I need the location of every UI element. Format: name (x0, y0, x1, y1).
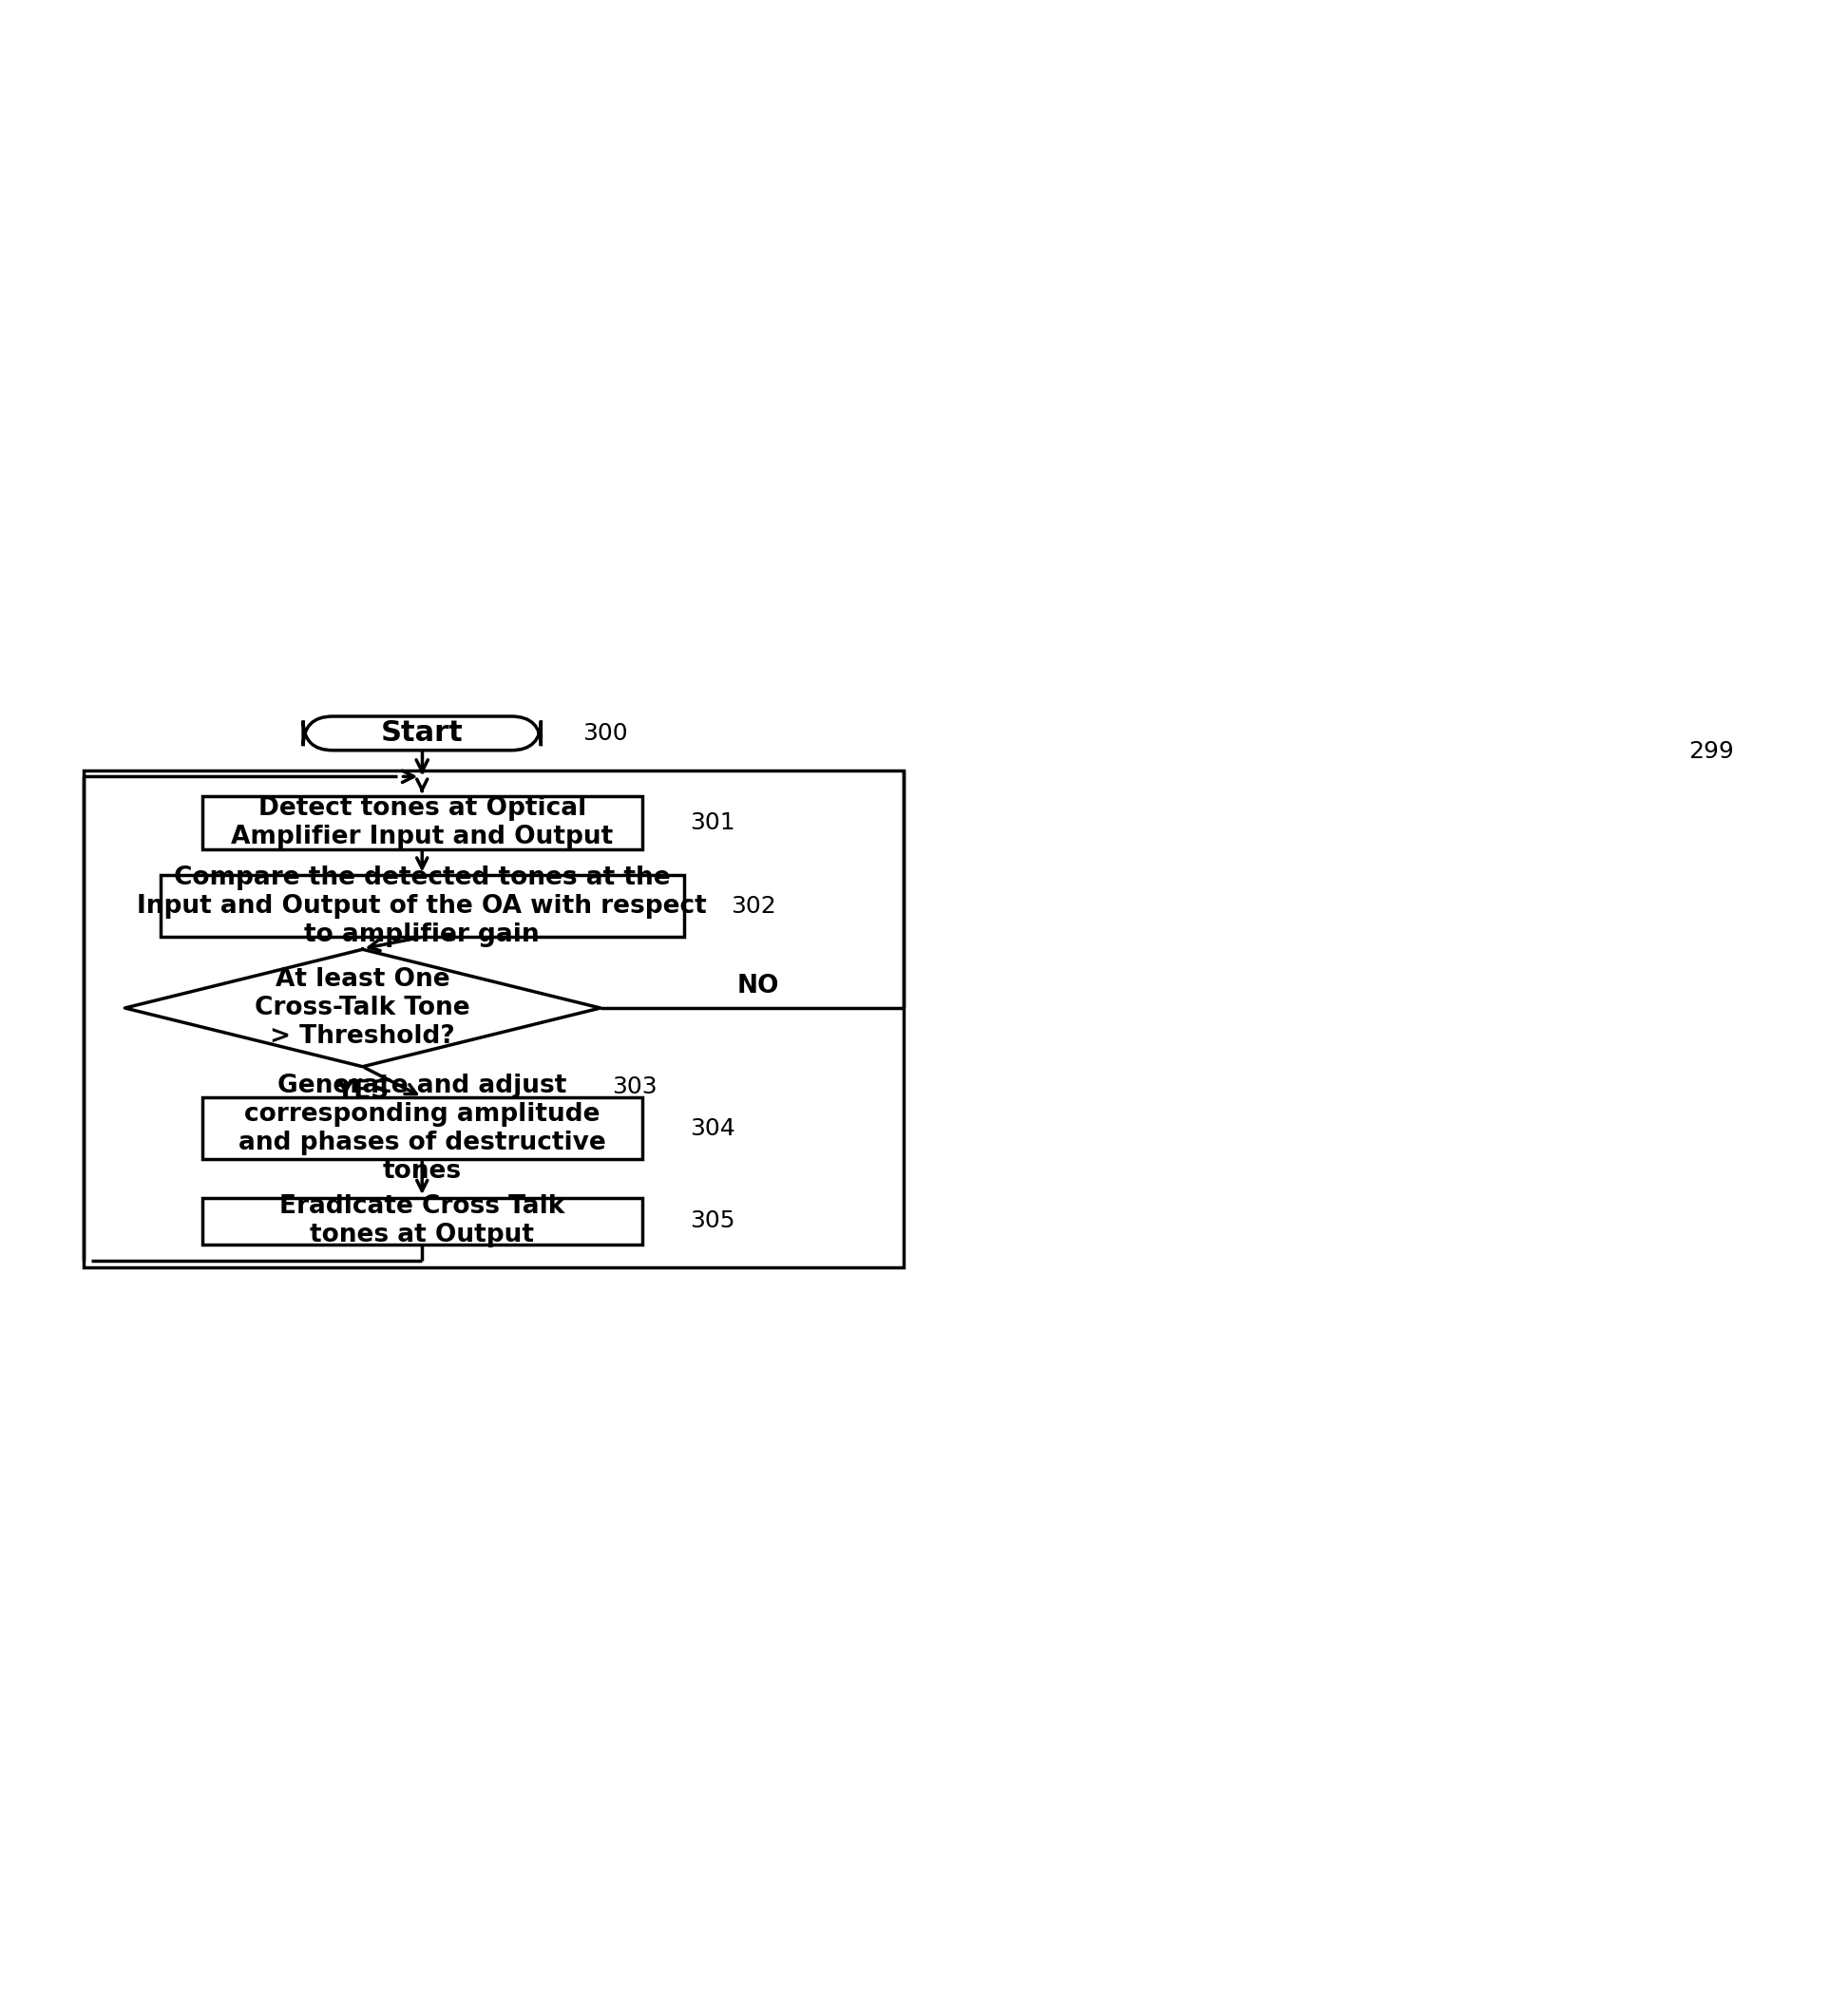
Text: Eradicate Cross Talk
tones at Output: Eradicate Cross Talk tones at Output (280, 1193, 565, 1248)
Text: YES: YES (337, 1079, 390, 1103)
Bar (201, 1198, 642, 1244)
Bar (161, 875, 684, 937)
Text: 303: 303 (613, 1077, 657, 1099)
Text: 299: 299 (1689, 740, 1733, 764)
Text: 302: 302 (732, 895, 776, 917)
Text: Generate and adjust
corresponding amplitude
and phases of destructive
tones: Generate and adjust corresponding amplit… (238, 1073, 606, 1183)
Text: Detect tones at Optical
Amplifier Input and Output: Detect tones at Optical Amplifier Input … (231, 796, 613, 849)
Text: 304: 304 (690, 1117, 736, 1139)
Text: At least One
Cross-Talk Tone
> Threshold?: At least One Cross-Talk Tone > Threshold… (254, 968, 470, 1048)
Text: 301: 301 (690, 810, 736, 835)
Text: 300: 300 (582, 722, 628, 744)
Bar (201, 1097, 642, 1159)
Text: Compare the detected tones at the
Input and Output of the OA with respect
to amp: Compare the detected tones at the Input … (137, 865, 706, 948)
Text: Start: Start (381, 720, 463, 748)
FancyBboxPatch shape (304, 716, 542, 750)
Polygon shape (124, 950, 600, 1066)
Bar (82, 770, 904, 1268)
Text: 305: 305 (690, 1210, 734, 1232)
Text: NO: NO (737, 974, 780, 998)
Bar (201, 796, 642, 849)
